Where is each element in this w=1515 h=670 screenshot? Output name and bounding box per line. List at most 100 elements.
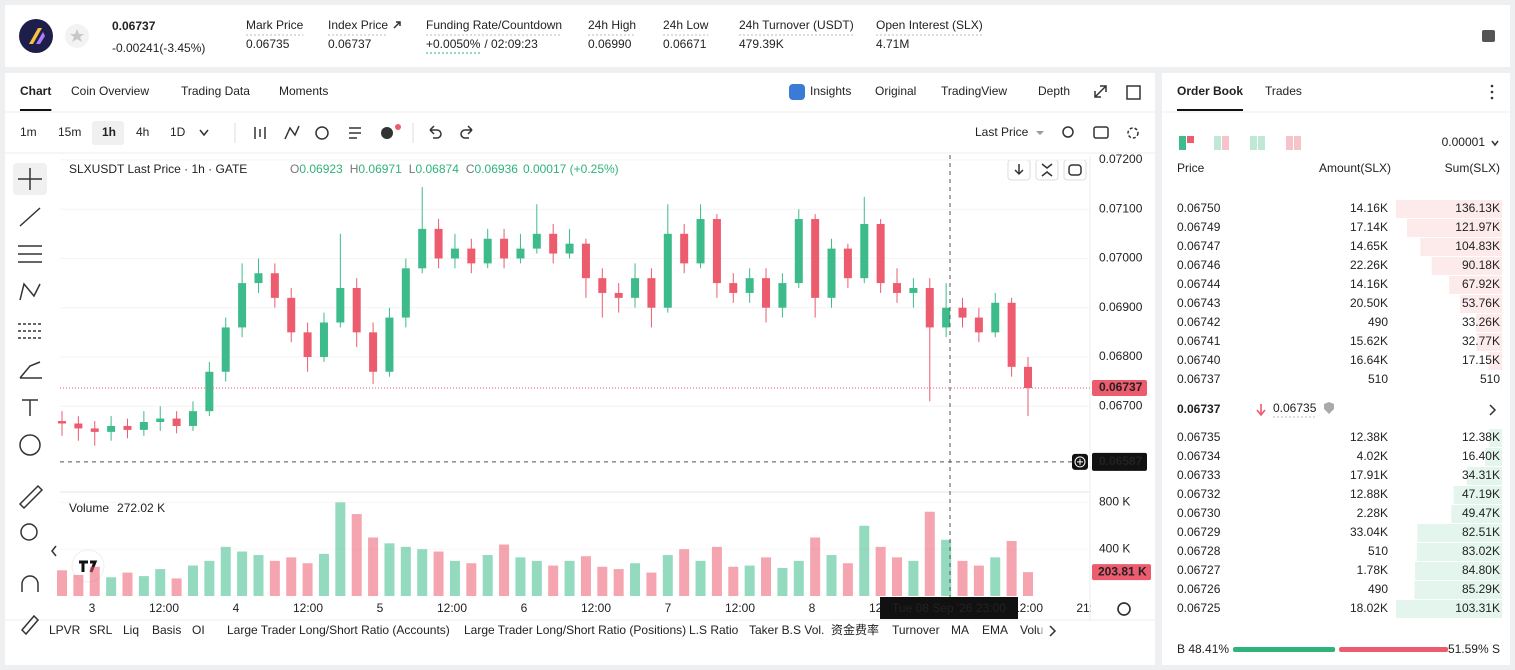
book-price[interactable]: 0.06735 [1177,430,1221,444]
collapse-arrow[interactable] [51,545,57,557]
window-icon[interactable] [1126,85,1141,100]
interval[interactable]: 1D [170,125,186,139]
book-price[interactable]: 0.06729 [1177,525,1221,539]
view-tab[interactable]: Original [875,84,916,98]
caret[interactable] [1036,131,1044,135]
book-price[interactable]: 0.06747 [1177,239,1221,253]
last-price-label: 0.06737 [1099,380,1143,394]
settings-icon[interactable] [1127,127,1139,139]
book-price[interactable]: 0.06749 [1177,220,1221,234]
undo-icon[interactable] [429,125,442,139]
emoji-tool[interactable] [19,434,41,456]
legend-key: O [290,162,299,176]
indicator[interactable]: Basis [152,623,181,637]
layout-both[interactable] [1179,136,1186,150]
candle-body [581,243,590,279]
ruler-tool[interactable] [18,484,44,510]
view-tab[interactable]: TradingView [941,84,1007,98]
notes-icon[interactable] [1482,30,1495,42]
price-source[interactable]: Last Price [975,125,1029,139]
volume-bar [253,555,264,596]
zoom-tool[interactable] [20,523,38,541]
chart-tab[interactable]: Moments [279,84,328,98]
add-icon[interactable] [381,127,393,139]
search-icon[interactable] [1062,126,1074,138]
brush-tool[interactable] [19,361,42,379]
indicator[interactable]: Large Trader Long/Short Ratio (Positions… [464,623,686,637]
interval[interactable]: 4h [136,125,149,139]
candle-body [139,422,148,430]
caret[interactable] [1491,140,1499,147]
scroll-right[interactable] [1049,625,1057,637]
text-tool[interactable] [22,399,38,416]
indicator[interactable]: L.S Ratio [689,623,739,637]
interval[interactable]: 1h [102,125,116,139]
book-price[interactable]: 0.06743 [1177,296,1221,310]
book-price[interactable]: 0.06741 [1177,334,1221,348]
book-tab[interactable]: Order Book [1177,84,1243,98]
line-tool[interactable] [19,207,41,227]
redo-icon[interactable] [460,125,473,139]
book-price[interactable]: 0.06733 [1177,468,1221,482]
book-price[interactable]: 0.06726 [1177,582,1221,596]
view-tab[interactable]: Insights [810,84,851,98]
fib-tool[interactable] [18,323,42,339]
indicator-icon[interactable] [284,125,300,140]
y-tick-label: 0.07100 [1099,201,1143,215]
indicator[interactable]: 资金费率 [831,622,879,637]
stat-value: 0.06671 [663,37,707,51]
indicator[interactable]: Turnover [892,623,940,637]
reset-button[interactable] [1063,159,1087,181]
indicator[interactable]: Large Trader Long/Short Ratio (Accounts) [227,623,450,637]
book-price[interactable]: 0.06744 [1177,277,1221,291]
book-price[interactable]: 0.06728 [1177,544,1221,558]
indicator[interactable]: OI [192,623,205,637]
volume-bar [826,555,837,596]
candle-body [762,278,771,308]
pattern-tool[interactable] [19,282,41,301]
book-price[interactable]: 0.06742 [1177,315,1221,329]
view-tab[interactable]: Depth [1038,84,1070,98]
crosshair-tool[interactable] [18,168,42,190]
layout-sell[interactable] [1250,136,1257,150]
book-price[interactable]: 0.06725 [1177,601,1221,615]
layout-buy[interactable] [1214,136,1221,150]
template-icon[interactable] [349,127,361,139]
more-arrow[interactable] [1489,404,1497,416]
book-amount: 510 [1368,544,1388,558]
camera-icon[interactable] [1093,126,1109,139]
book-price[interactable]: 0.06727 [1177,563,1221,577]
chart-tab[interactable]: Coin Overview [71,84,149,98]
indicator[interactable]: Liq [123,623,139,637]
indicator[interactable]: EMA [982,623,1008,637]
book-price[interactable]: 0.06740 [1177,353,1221,367]
indicator[interactable]: MA [951,623,969,637]
book-price[interactable]: 0.06750 [1177,201,1221,215]
chart-tab[interactable]: Trading Data [181,84,250,98]
x-tick-label: 12:00 [725,601,755,615]
volume-bar [990,557,1001,596]
book-price[interactable]: 0.06732 [1177,487,1221,501]
replay-icon[interactable] [315,126,329,140]
book-price[interactable]: 0.06746 [1177,258,1221,272]
caret[interactable] [199,129,209,137]
expand-icon[interactable] [1094,85,1107,98]
indicator[interactable]: Taker B.S Vol. [749,623,824,637]
indicator[interactable]: LPVR [49,623,81,637]
interval[interactable]: 1m [20,125,37,139]
candle-type-icon[interactable] [254,127,266,139]
book-price[interactable]: 0.06730 [1177,506,1221,520]
precision[interactable]: 0.00001 [1442,135,1486,149]
collapse-button[interactable] [1035,159,1059,181]
interval[interactable]: 15m [58,125,81,139]
lock-tool[interactable] [20,614,40,636]
layout-asks[interactable] [1286,136,1293,150]
book-price[interactable]: 0.06734 [1177,449,1221,463]
book-tab[interactable]: Trades [1265,84,1302,98]
indicator[interactable]: SRL [89,623,113,637]
book-price[interactable]: 0.06737 [1177,372,1221,386]
channel-tool[interactable] [18,245,42,263]
magnet-tool[interactable] [21,575,39,592]
chart-tab[interactable]: Chart [20,84,51,98]
indicator[interactable]: Volu [1020,623,1043,637]
